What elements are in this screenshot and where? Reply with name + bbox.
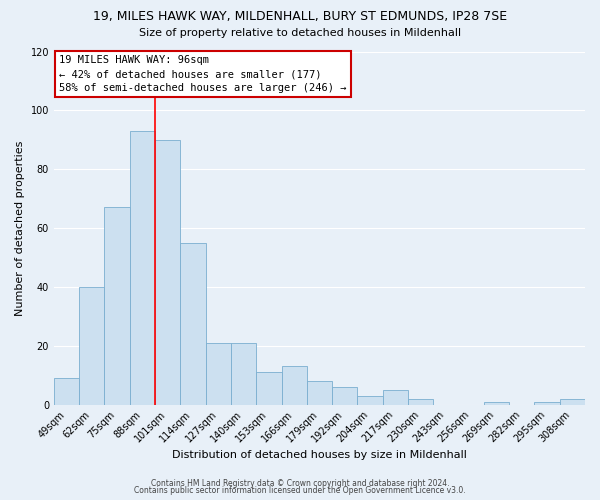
Bar	[535, 402, 560, 404]
Bar	[206, 343, 231, 404]
Bar	[408, 399, 433, 404]
Bar	[484, 402, 509, 404]
Bar	[79, 287, 104, 405]
Bar	[358, 396, 383, 404]
Bar	[560, 399, 585, 404]
Text: Contains public sector information licensed under the Open Government Licence v3: Contains public sector information licen…	[134, 486, 466, 495]
Bar	[256, 372, 281, 404]
Text: Size of property relative to detached houses in Mildenhall: Size of property relative to detached ho…	[139, 28, 461, 38]
Bar	[231, 343, 256, 404]
Bar	[181, 243, 206, 404]
Bar	[155, 140, 181, 404]
X-axis label: Distribution of detached houses by size in Mildenhall: Distribution of detached houses by size …	[172, 450, 467, 460]
Bar	[307, 381, 332, 404]
Bar	[104, 208, 130, 404]
Y-axis label: Number of detached properties: Number of detached properties	[15, 140, 25, 316]
Bar	[281, 366, 307, 405]
Text: Contains HM Land Registry data © Crown copyright and database right 2024.: Contains HM Land Registry data © Crown c…	[151, 478, 449, 488]
Bar	[332, 387, 358, 404]
Text: 19, MILES HAWK WAY, MILDENHALL, BURY ST EDMUNDS, IP28 7SE: 19, MILES HAWK WAY, MILDENHALL, BURY ST …	[93, 10, 507, 23]
Text: 19 MILES HAWK WAY: 96sqm
← 42% of detached houses are smaller (177)
58% of semi-: 19 MILES HAWK WAY: 96sqm ← 42% of detach…	[59, 55, 347, 93]
Bar	[383, 390, 408, 404]
Bar	[54, 378, 79, 404]
Bar	[130, 131, 155, 404]
